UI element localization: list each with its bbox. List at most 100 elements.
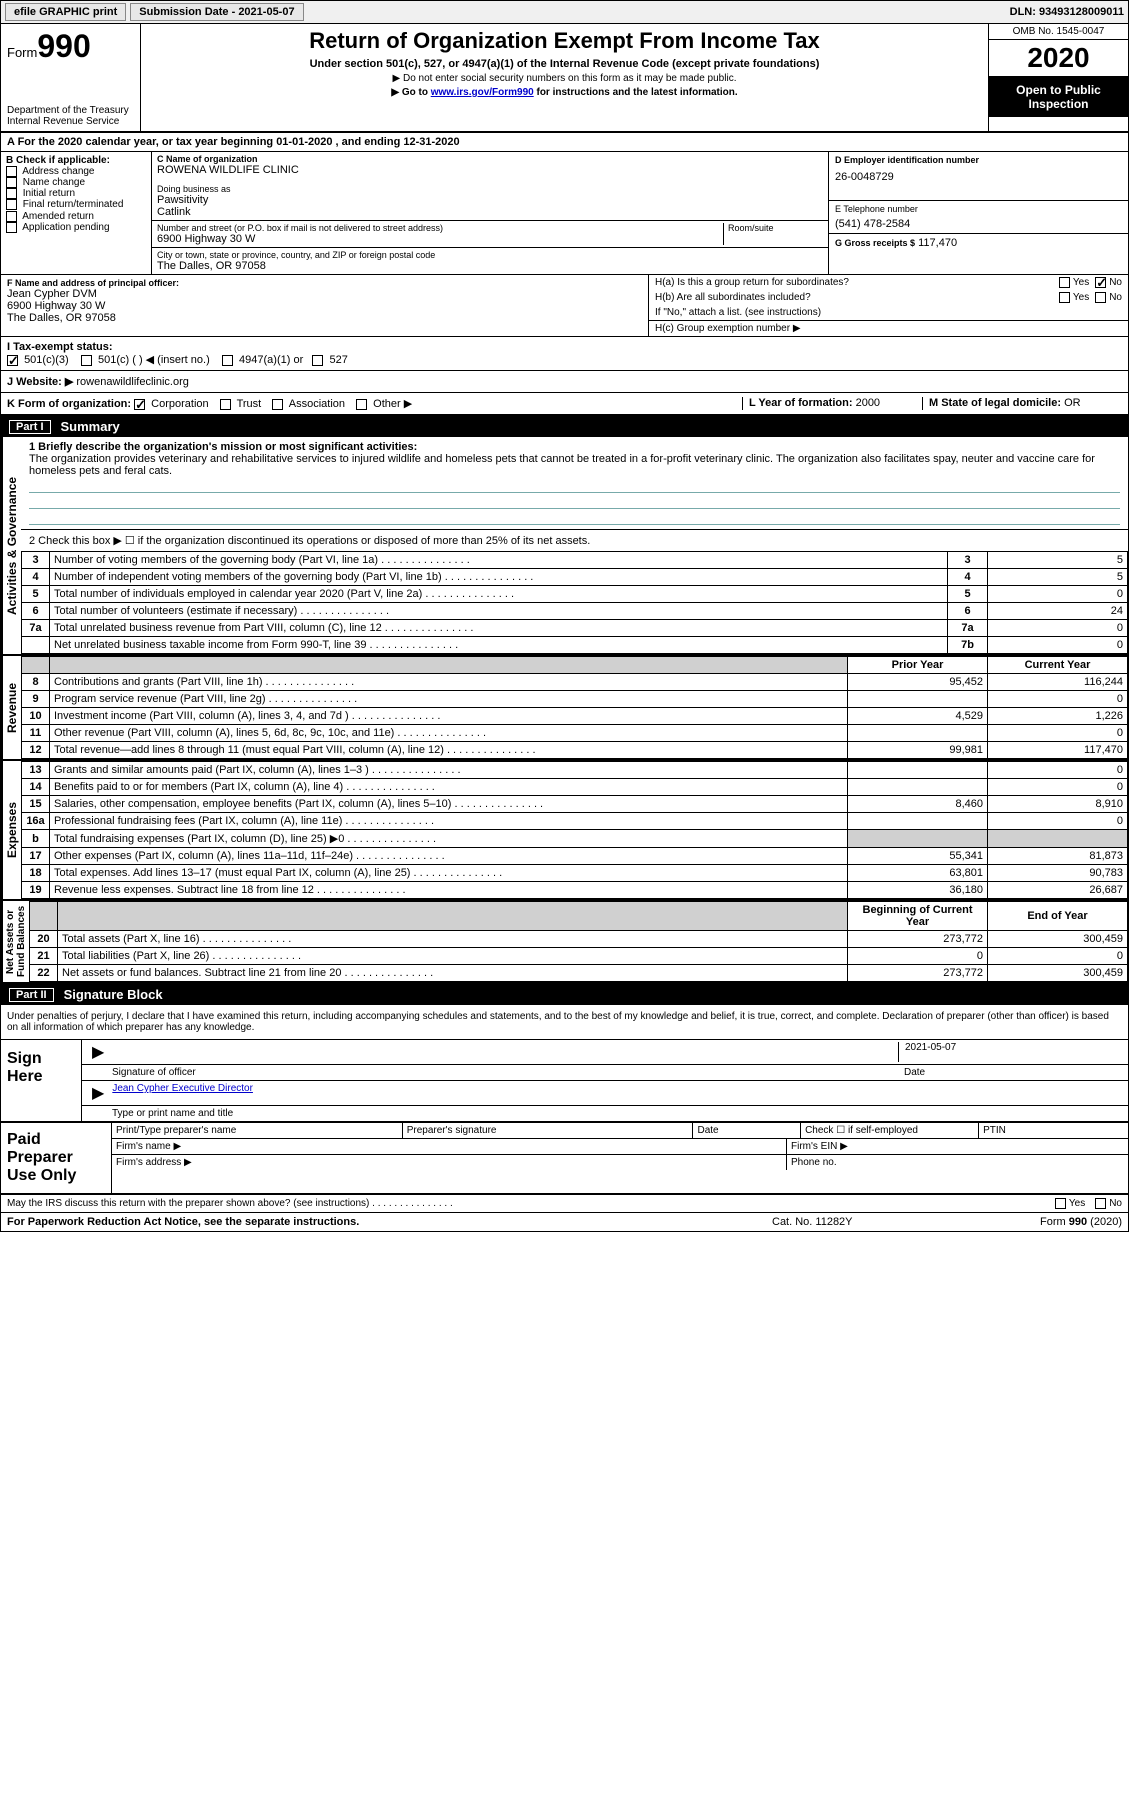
line-label: Investment income (Part VIII, column (A)… (50, 708, 848, 725)
line-label: Salaries, other compensation, employee b… (50, 796, 848, 813)
line-label: Number of voting members of the governin… (50, 552, 948, 569)
omb-number: OMB No. 1545-0047 (989, 24, 1128, 40)
ein-lbl: D Employer identification number (835, 155, 1122, 165)
line-num: 7a (22, 620, 50, 637)
sig-name-lbl-line: Type or print name and title (82, 1106, 1128, 1121)
ha-yes-checkbox[interactable] (1059, 277, 1070, 288)
street-val: 6900 Highway 30 W (157, 233, 723, 245)
current-val: 90,783 (988, 865, 1128, 882)
tax-year: 2020 (989, 40, 1128, 77)
trust-checkbox[interactable] (220, 399, 231, 410)
hdr-prior: Prior Year (848, 657, 988, 674)
sign-here-row: Sign Here ▶ 2021-05-07 Signature of offi… (1, 1040, 1128, 1123)
hb-yes-checkbox[interactable] (1059, 292, 1070, 303)
current-val: 0 (988, 762, 1128, 779)
line-val: 0 (988, 637, 1128, 654)
website-val: rowenawildlifeclinic.org (76, 376, 189, 388)
b-checkbox[interactable] (6, 188, 17, 199)
efile-print-button[interactable]: efile GRAPHIC print (5, 3, 126, 21)
b-check-item: Application pending (6, 222, 146, 233)
501c-checkbox[interactable] (81, 355, 92, 366)
m-val: OR (1064, 397, 1081, 409)
q1-text: The organization provides veterinary and… (29, 453, 1120, 477)
note-ssn: ▶ Do not enter social security numbers o… (149, 73, 980, 84)
form-990-page: efile GRAPHIC print Submission Date - 20… (0, 0, 1129, 1232)
k-row: K Form of organization: Corporation Trus… (1, 393, 1128, 416)
current-val: 0 (988, 948, 1128, 965)
footer-final: For Paperwork Reduction Act Notice, see … (1, 1213, 1128, 1231)
line-num: 18 (22, 865, 50, 882)
sig-name-line: ▶ Jean Cypher Executive Director (82, 1080, 1128, 1106)
sig-officer-lbl: Signature of officer (112, 1067, 898, 1078)
h-c-row: H(c) Group exemption number ▶ (649, 320, 1128, 336)
note2-pre: ▶ Go to (391, 87, 430, 98)
b-checkbox[interactable] (6, 211, 17, 222)
prior-val: 8,460 (848, 796, 988, 813)
line-label: Number of independent voting members of … (50, 569, 948, 586)
k-trust: Trust (237, 398, 262, 410)
line-box: 3 (948, 552, 988, 569)
b-checkbox[interactable] (6, 222, 17, 233)
prior-val: 273,772 (848, 931, 988, 948)
irs-link[interactable]: www.irs.gov/Form990 (431, 87, 534, 98)
line-num: 19 (22, 882, 50, 899)
paperwork-notice: For Paperwork Reduction Act Notice, see … (7, 1216, 772, 1228)
officer-name[interactable]: Jean Cypher Executive Director (112, 1083, 253, 1103)
m-lbl: M State of legal domicile: (929, 397, 1061, 409)
sig-officer-line: ▶ 2021-05-07 (82, 1040, 1128, 1065)
k-corp: Corporation (151, 398, 208, 410)
public-inspection: Open to Public Inspection (989, 77, 1128, 117)
hb-no-checkbox[interactable] (1095, 292, 1106, 303)
prior-val: 273,772 (848, 965, 988, 982)
b-checkbox[interactable] (6, 166, 17, 177)
cat-no: Cat. No. 11282Y (772, 1216, 972, 1228)
q1-area: 1 Briefly describe the organization's mi… (21, 437, 1128, 530)
activities-block: Activities & Governance 1 Briefly descri… (1, 437, 1128, 656)
hdr-blank2 (58, 902, 848, 931)
hdr-blank2 (50, 657, 848, 674)
b-checkbox[interactable] (6, 177, 17, 188)
corp-checkbox[interactable] (134, 399, 145, 410)
b-label: B Check if applicable: (6, 155, 146, 166)
b-checkbox[interactable] (6, 199, 17, 210)
line-num: 20 (30, 931, 58, 948)
part2-num: Part II (9, 988, 54, 1002)
current-val: 26,687 (988, 882, 1128, 899)
line-label: Net unrelated business taxable income fr… (50, 637, 948, 654)
prior-val (848, 762, 988, 779)
527-checkbox[interactable] (312, 355, 323, 366)
line-num: 5 (22, 586, 50, 603)
line-label: Program service revenue (Part VIII, line… (50, 691, 848, 708)
prior-val (848, 725, 988, 742)
discuss-row: May the IRS discuss this return with the… (1, 1195, 1128, 1213)
vl-netassets: Net Assets or Fund Balances (1, 901, 29, 982)
line-num: 22 (30, 965, 58, 982)
other-checkbox[interactable] (356, 399, 367, 410)
discuss-no-checkbox[interactable] (1095, 1198, 1106, 1209)
current-val: 0 (988, 691, 1128, 708)
assoc-checkbox[interactable] (272, 399, 283, 410)
ha-no-checkbox[interactable] (1095, 277, 1106, 288)
firm-phone-lbl: Phone no. (787, 1155, 1128, 1170)
501c3-checkbox[interactable] (7, 355, 18, 366)
street-lbl: Number and street (or P.O. box if mail i… (157, 223, 723, 233)
discuss-yes-checkbox[interactable] (1055, 1198, 1066, 1209)
revenue-table: Prior Year Current Year8 Contributions a… (21, 656, 1128, 759)
j-lbl: J Website: ▶ (7, 376, 73, 388)
gross-val: 117,470 (918, 237, 957, 249)
gross-row: G Gross receipts $ 117,470 (829, 234, 1128, 252)
gross-lbl: G Gross receipts $ (835, 238, 915, 248)
line-label: Total assets (Part X, line 16) (58, 931, 848, 948)
submission-date-button[interactable]: Submission Date - 2021-05-07 (130, 3, 303, 21)
form-subtitle: Under section 501(c), 527, or 4947(a)(1)… (149, 58, 980, 70)
b-check-item: Name change (6, 177, 146, 188)
line-label: Other revenue (Part VIII, column (A), li… (50, 725, 848, 742)
hb-no: No (1109, 292, 1122, 303)
firm-ein-lbl: Firm's EIN ▶ (787, 1139, 1128, 1154)
city-val: The Dalles, OR 97058 (157, 260, 823, 272)
4947-checkbox[interactable] (222, 355, 233, 366)
city-row: City or town, state or province, country… (152, 248, 828, 274)
sign-here-label: Sign Here (1, 1040, 81, 1121)
dba-lbl: Doing business as (157, 184, 823, 194)
current-val: 1,226 (988, 708, 1128, 725)
